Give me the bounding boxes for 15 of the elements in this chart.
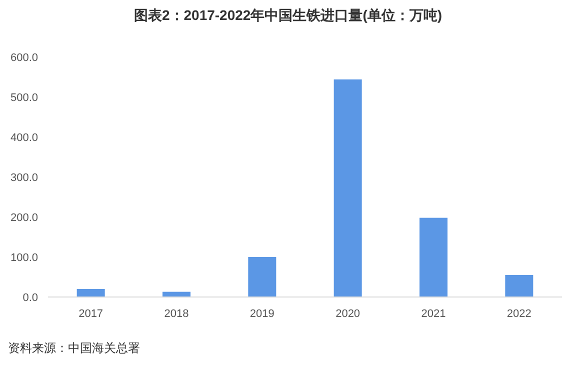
x-tick-label: 2020 — [336, 308, 360, 320]
y-tick-label: 100.0 — [10, 252, 38, 264]
y-tick-label: 400.0 — [10, 132, 38, 144]
y-tick-label: 0.0 — [22, 292, 38, 304]
x-tick-label: 2019 — [250, 308, 274, 320]
y-tick-label: 200.0 — [10, 212, 38, 224]
title: 图表2：2017-2022年中国生铁进口量(单位：万吨) — [134, 7, 442, 23]
y-tick-label: 300.0 — [10, 172, 38, 184]
x-tick-label: 2017 — [78, 308, 104, 320]
x-tick-label: 2018 — [164, 308, 189, 320]
x-tick-label: 2022 — [506, 308, 532, 320]
x-tick-label: 2021 — [421, 308, 446, 320]
y-tick-label: 500.0 — [10, 92, 38, 104]
text: 资料来源：中国海关总署 — [8, 341, 140, 355]
y-tick-label: 600.0 — [10, 52, 38, 64]
